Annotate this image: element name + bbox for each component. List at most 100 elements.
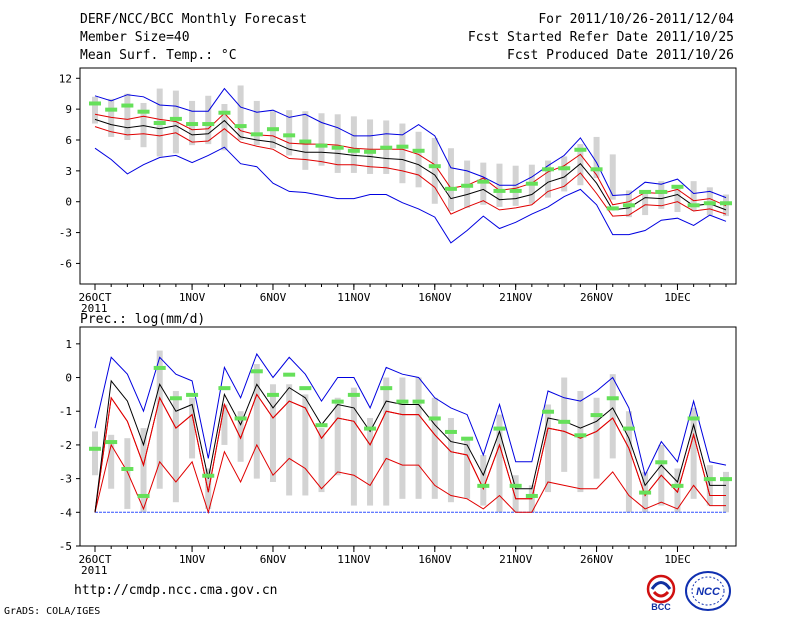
xtick-label-0-21NOV: 21NOV (499, 291, 532, 304)
ytick-label-1--4: -4 (59, 506, 73, 519)
median-mark-0-29 (558, 166, 571, 171)
median-mark-0-11 (266, 127, 279, 132)
forecast-produced-date: Fcst Produced Date 2011/10/26 (507, 48, 734, 63)
box-0-7 (205, 95, 212, 145)
median-mark-1-30 (574, 433, 587, 438)
box-1-24 (480, 455, 487, 506)
median-mark-1-9 (234, 416, 247, 421)
median-mark-0-7 (202, 122, 215, 127)
median-mark-1-23 (461, 436, 474, 441)
box-1-5 (172, 391, 179, 503)
box-0-14 (318, 113, 325, 166)
ytick-label-1--1: -1 (59, 405, 72, 418)
ytick-label-1--2: -2 (59, 439, 72, 452)
median-mark-0-28 (542, 167, 555, 172)
box-1-1 (108, 434, 115, 489)
bcc-logo: BCC (640, 570, 682, 612)
median-mark-0-0 (89, 101, 101, 106)
ytick-label-1-1: 1 (65, 338, 72, 351)
box-0-36 (674, 186, 681, 212)
median-mark-0-32 (606, 206, 619, 211)
median-mark-1-37 (687, 416, 700, 421)
median-mark-0-39 (720, 201, 732, 206)
box-1-33 (625, 411, 632, 513)
median-mark-1-33 (622, 426, 635, 431)
variable-label-prec: Prec.: log(mm/d) (80, 312, 206, 327)
xtick-sublabel-0: 2011 (81, 302, 108, 315)
grads-credit: GrADS: COLA/IGES (4, 606, 101, 617)
source-url[interactable]: http://cmdp.ncc.cma.gov.cn (74, 583, 278, 598)
ncc-logo-text: NCC (696, 586, 721, 598)
median-mark-0-20 (412, 148, 425, 153)
median-mark-0-24 (477, 179, 490, 184)
median-mark-0-2 (121, 103, 134, 108)
median-mark-0-30 (574, 147, 587, 152)
box-1-10 (253, 364, 260, 479)
box-1-30 (577, 391, 584, 493)
xtick-label-0-1NOV: 1NOV (179, 291, 206, 304)
median-mark-1-17 (364, 426, 377, 431)
box-1-39 (723, 471, 729, 513)
xtick-label-0-16NOV: 16NOV (418, 291, 451, 304)
median-mark-1-28 (542, 409, 555, 414)
box-1-31 (593, 397, 600, 479)
box-0-3 (140, 102, 147, 148)
box-1-18 (383, 377, 390, 506)
chart-title: DERF/NCC/BCC Monthly Forecast (80, 12, 307, 27)
box-1-9 (237, 411, 244, 462)
box-1-20 (415, 377, 422, 499)
median-mark-1-38 (703, 477, 716, 482)
median-mark-1-12 (283, 372, 296, 377)
box-1-29 (561, 377, 568, 472)
box-1-26 (512, 475, 519, 513)
box-0-2 (124, 93, 131, 140)
median-mark-0-14 (315, 143, 328, 148)
median-mark-0-12 (283, 133, 296, 138)
member-size: Member Size=40 (80, 30, 190, 45)
median-mark-1-6 (186, 392, 199, 397)
ytick-label-1-0: 0 (65, 372, 72, 385)
xtick-label-1-21NOV: 21NOV (499, 553, 532, 566)
mean-line-1 (94, 379, 726, 513)
box-1-19 (399, 377, 406, 499)
median-mark-1-36 (671, 483, 684, 488)
lower-spread-line-0 (94, 126, 727, 217)
median-mark-1-0 (89, 446, 101, 451)
forecast-period: For 2011/10/26-2011/12/04 (538, 12, 734, 27)
median-mark-0-15 (331, 145, 344, 150)
box-1-22 (447, 417, 454, 503)
median-mark-1-19 (396, 399, 409, 404)
box-0-19 (399, 123, 406, 184)
box-1-8 (221, 404, 228, 445)
median-mark-0-27 (525, 181, 538, 186)
box-1-12 (286, 384, 293, 496)
ytick-label-1--5: -5 (59, 540, 72, 553)
box-0-8 (221, 104, 228, 151)
box-1-6 (189, 397, 196, 459)
median-mark-0-18 (380, 145, 393, 150)
box-0-28 (545, 160, 552, 198)
median-mark-1-16 (347, 392, 360, 397)
xtick-label-0-11NOV: 11NOV (337, 291, 370, 304)
median-mark-1-27 (525, 493, 538, 498)
median-mark-0-34 (639, 189, 652, 194)
median-mark-1-4 (153, 365, 166, 370)
median-mark-1-1 (105, 440, 118, 445)
median-mark-1-13 (299, 386, 312, 391)
xtick-label-1-1NOV: 1NOV (179, 553, 206, 566)
median-mark-1-14 (315, 423, 328, 428)
median-mark-0-37 (687, 203, 700, 208)
xtick-label-0-26OCT: 26OCT (78, 291, 111, 304)
median-mark-0-36 (671, 184, 684, 189)
forecast-started-date: Fcst Started Refer Date 2011/10/25 (467, 30, 734, 45)
box-1-13 (302, 394, 309, 496)
median-mark-1-22 (444, 429, 457, 434)
xtick-label-0-26NOV: 26NOV (580, 291, 613, 304)
ytick-label-0-3: 3 (65, 165, 72, 178)
median-mark-0-3 (137, 109, 150, 114)
box-0-21 (431, 137, 438, 204)
median-mark-1-35 (655, 460, 668, 465)
box-0-37 (690, 181, 697, 211)
box-0-0 (92, 96, 98, 124)
